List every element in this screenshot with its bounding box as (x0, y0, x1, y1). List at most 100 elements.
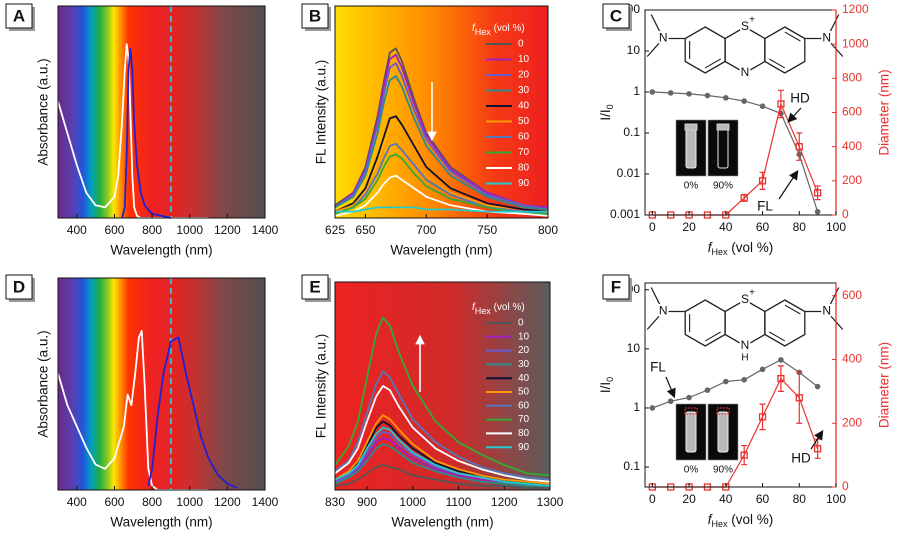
y-axis-label: FL Intensity (a.u.) (314, 334, 329, 439)
molecule-bond (826, 311, 844, 330)
atom-label: N (822, 31, 831, 45)
legend-title: fHex (vol %) (472, 23, 525, 38)
series-line (334, 426, 551, 487)
data-point (649, 405, 656, 411)
label-part: (vol %) (728, 512, 774, 527)
panel-label-box (301, 3, 329, 29)
x-tick-label: 750 (477, 223, 497, 237)
data-point (813, 445, 822, 453)
y-tick-label: 1 (633, 400, 640, 414)
x-tick-label: 100 (826, 220, 846, 234)
series-line (334, 153, 548, 215)
label-part: (vol %) (491, 302, 525, 313)
annotation-arrow (778, 170, 799, 200)
legend-label: 20 (518, 345, 530, 356)
x-tick-label: 1200 (491, 495, 518, 509)
inset-label: 90% (713, 181, 733, 192)
label-part: f (472, 302, 476, 313)
x-tick-label: 900 (357, 495, 377, 509)
plot-frame (644, 9, 837, 216)
x-tick-label: 400 (67, 223, 87, 237)
x-tick-label: 80 (793, 220, 807, 234)
label-part: 0 (605, 377, 615, 382)
atom-label: S (741, 19, 749, 33)
y-axis-label: I/I0 (598, 104, 616, 120)
vial (685, 411, 697, 453)
legend-label: 50 (518, 116, 530, 127)
inset-label: 0% (684, 465, 699, 476)
y2-tick-label: 400 (842, 139, 862, 153)
y2-axis-label: Diameter (nm) (877, 342, 892, 428)
vial-cap (684, 123, 698, 131)
data-point (723, 95, 729, 101)
data-point (795, 394, 803, 402)
atom-charge: + (749, 288, 755, 299)
x-tick-label: 1400 (252, 223, 279, 237)
series-line (121, 47, 172, 219)
plot-frame (57, 277, 266, 491)
y-tick-label: 0.1 (623, 125, 640, 139)
legend-label: 40 (518, 101, 530, 112)
x-tick-label: 600 (104, 495, 124, 509)
atom-label: H (741, 353, 748, 364)
plot-frame (334, 281, 551, 491)
y-tick-label: 10 (627, 341, 641, 355)
annotation: HD (790, 91, 810, 106)
data-point (686, 91, 692, 97)
x-tick-label: 40 (719, 220, 733, 234)
x-tick-label: 1200 (214, 495, 241, 509)
vial (717, 411, 729, 453)
x-axis-label: Wavelength (nm) (110, 243, 212, 258)
series-line (334, 464, 550, 489)
panel-label: A (13, 6, 25, 25)
annotation: HD (791, 451, 811, 466)
error-bar (796, 371, 803, 424)
plot-frame (334, 5, 549, 219)
legend-label: 30 (518, 85, 530, 96)
molecule-bond (784, 31, 801, 42)
data-point (795, 143, 803, 151)
data-point (758, 413, 767, 421)
series-line (652, 91, 819, 212)
y2-tick-label: 0 (842, 479, 849, 493)
vial-cap (716, 123, 730, 131)
series-line (334, 62, 549, 211)
y2-tick-label: 600 (842, 105, 862, 119)
x-tick-label: 20 (682, 220, 696, 234)
atom-label: N (659, 304, 668, 318)
error-bar (741, 444, 748, 466)
x-tick-label: 1300 (537, 495, 564, 509)
legend-label: 70 (518, 147, 530, 158)
legend-title: fHex (vol %) (472, 302, 525, 317)
series-line (335, 206, 548, 213)
data-point (741, 376, 747, 383)
error-bar (759, 403, 766, 431)
x-tick-label: 40 (719, 492, 733, 506)
annotation-arrow (810, 429, 824, 450)
plot-frame (57, 5, 266, 219)
y-axis-label: FL Intensity (a.u.) (314, 60, 329, 165)
label-part: I/I (598, 382, 613, 393)
vial-cap (684, 407, 698, 415)
data-point (741, 98, 747, 104)
x-tick-label: 1400 (252, 495, 279, 509)
vial (685, 127, 697, 169)
x-tick-label: 700 (416, 223, 436, 237)
error-bar (814, 185, 821, 201)
molecule-bond (646, 311, 664, 330)
data-point (813, 189, 822, 197)
data-point (759, 103, 766, 110)
molecule-bond (650, 287, 664, 312)
series-line (147, 336, 238, 489)
y2-tick-label: 200 (842, 173, 862, 187)
annotation: FL (757, 199, 773, 214)
series-line (334, 385, 551, 483)
plot-background (58, 6, 265, 218)
error-bar (777, 365, 784, 392)
legend-label: 60 (518, 132, 530, 143)
atom-charge: + (749, 15, 755, 26)
series-line (334, 316, 551, 477)
molecule-bond (769, 58, 786, 69)
y-tick-label: 0.01 (617, 166, 641, 180)
data-point (704, 92, 711, 99)
